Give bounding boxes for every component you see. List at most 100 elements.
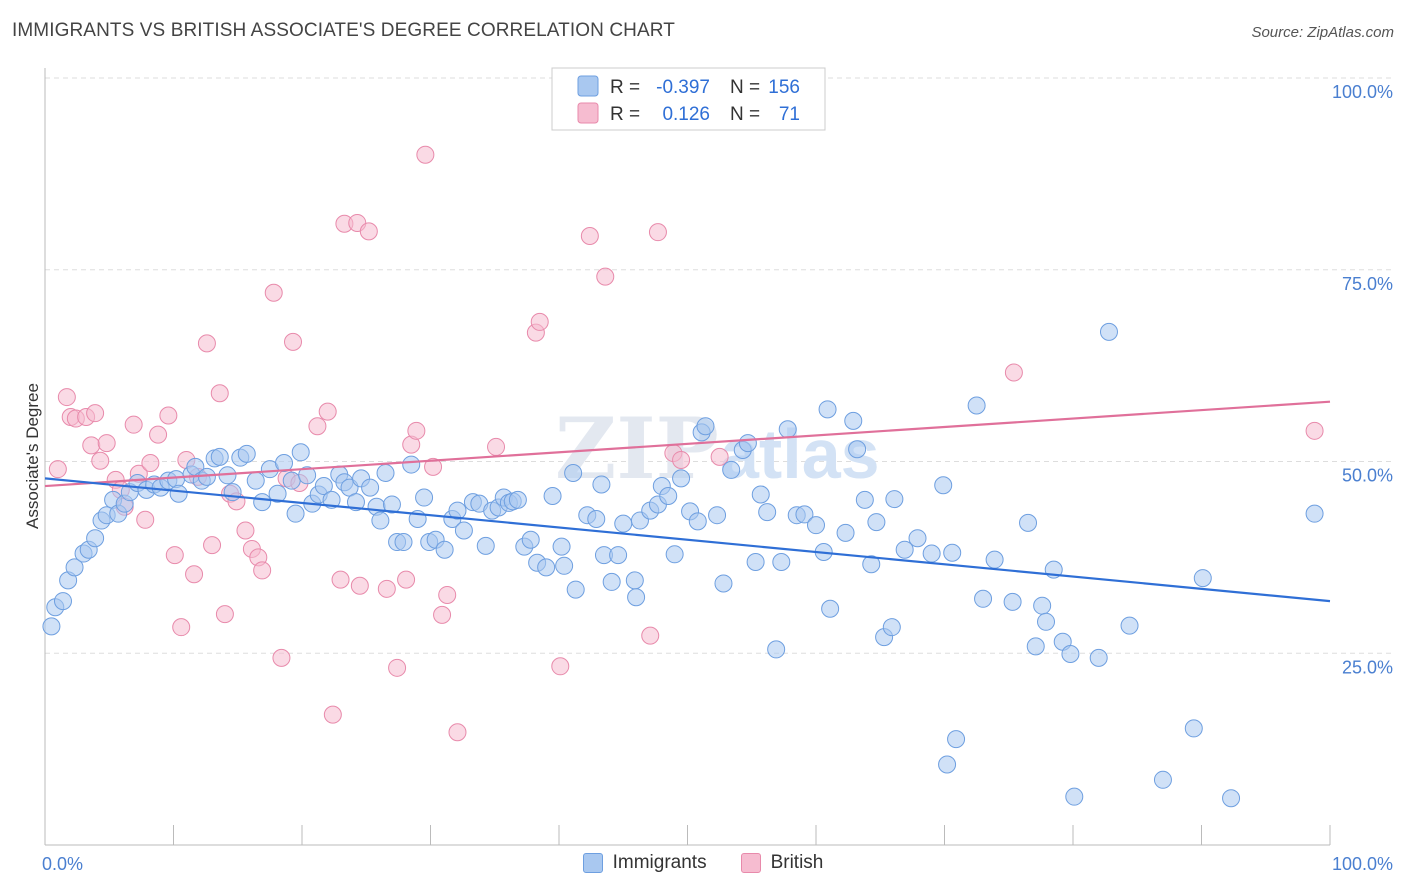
y-tick-label-50: 50.0%	[1342, 466, 1393, 486]
immigrant-point-153	[1193, 569, 1212, 588]
immigrant-point-142	[1033, 596, 1052, 615]
immigrant-point-81	[564, 464, 583, 483]
british-point-39	[318, 402, 337, 421]
immigrant-point-123	[855, 490, 874, 509]
immigrant-point-82	[566, 580, 585, 599]
x-tick-label-min: 0.0%	[42, 854, 83, 874]
immigrant-point-32	[253, 493, 272, 512]
y-tick-label-75: 75.0%	[1342, 274, 1393, 294]
immigrant-point-129	[895, 540, 914, 559]
immigrant-point-121	[844, 411, 863, 430]
legend-item-british: British	[740, 852, 824, 874]
british-point-40	[323, 705, 342, 724]
british-point-19	[172, 618, 191, 637]
immigrant-point-124	[862, 555, 881, 574]
immigrant-point-39	[298, 466, 317, 485]
legend-label-british: British	[770, 852, 824, 873]
immigrant-point-141	[1026, 637, 1045, 656]
british-point-0	[48, 460, 67, 479]
series-legend: Immigrants British	[0, 852, 1406, 874]
immigrant-point-102	[696, 417, 715, 436]
immigrant-point-146	[1061, 645, 1080, 664]
british-point-50	[407, 421, 426, 440]
immigrant-point-36	[282, 471, 301, 490]
british-point-7	[91, 451, 110, 470]
immigrant-point-64	[454, 521, 473, 540]
x-tick-label-max: 100.0%	[1332, 854, 1393, 874]
chart-title: IMMIGRANTS VS BRITISH ASSOCIATE'S DEGREE…	[12, 20, 675, 41]
british-point-21	[185, 565, 204, 584]
immigrant-point-34	[268, 484, 287, 503]
immigrants-trend-line	[44, 477, 1331, 603]
immigrant-point-112	[772, 552, 791, 571]
british-point-32	[253, 561, 272, 580]
immigrant-point-78	[543, 487, 562, 506]
axes	[44, 68, 1331, 846]
british-point-12	[124, 415, 143, 434]
immigrant-point-77	[537, 558, 556, 577]
immigrant-point-133	[938, 755, 957, 774]
british-point-67	[1004, 363, 1023, 382]
british-point-25	[210, 384, 229, 403]
immigrant-point-2	[53, 592, 72, 611]
immigrant-point-109	[751, 485, 770, 504]
immigrant-point-105	[722, 460, 741, 479]
british-trend-line	[44, 400, 1331, 488]
immigrant-point-150	[1120, 616, 1139, 635]
legend-n-label-1: N =	[730, 77, 760, 98]
british-point-45	[359, 222, 378, 241]
immigrant-point-149	[1099, 322, 1118, 341]
immigrant-point-30	[237, 444, 256, 463]
legend-r-value-1: -0.397	[656, 77, 710, 98]
british-point-54	[438, 585, 457, 604]
immigrant-point-110	[758, 503, 777, 522]
british-point-62	[641, 626, 660, 645]
british-point-44	[350, 576, 369, 595]
immigrant-point-131	[922, 544, 941, 563]
british-point-29	[236, 521, 255, 540]
british-point-5	[82, 436, 101, 455]
immigrant-point-89	[614, 514, 633, 533]
immigrant-point-132	[934, 476, 953, 495]
immigrant-point-127	[882, 618, 901, 637]
british-point-46	[377, 579, 396, 598]
british-point-65	[672, 450, 691, 469]
legend-r-label-2: R =	[610, 104, 640, 125]
immigrant-point-137	[974, 589, 993, 608]
legend-n-value-2: 71	[779, 104, 800, 125]
immigrant-point-56	[402, 455, 421, 474]
immigrant-point-138	[985, 550, 1004, 569]
immigrant-point-135	[947, 730, 966, 749]
immigrant-point-152	[1184, 719, 1203, 738]
british-point-23	[197, 334, 216, 353]
immigrant-point-154	[1222, 789, 1241, 808]
immigrant-point-38	[291, 443, 310, 462]
trend-lines	[44, 400, 1331, 603]
immigrant-point-139	[1003, 592, 1022, 611]
immigrant-point-4	[65, 558, 84, 577]
immigrant-point-128	[885, 490, 904, 509]
british-point-68	[1305, 421, 1324, 440]
immigrant-point-47	[346, 493, 365, 512]
immigrant-point-42	[314, 477, 333, 496]
chart-source: Source: ZipAtlas.com	[1251, 24, 1394, 41]
british-point-52	[424, 457, 443, 476]
immigrant-point-96	[659, 487, 678, 506]
legend-n-label-2: N =	[730, 104, 760, 125]
grid-lines	[45, 77, 1395, 654]
immigrant-point-134	[943, 543, 962, 562]
british-point-53	[433, 605, 452, 624]
legend-label-immigrants: Immigrants	[612, 852, 707, 873]
immigrant-point-63	[448, 501, 467, 520]
immigrant-point-75	[521, 530, 540, 549]
legend-item-immigrants: Immigrants	[582, 852, 707, 874]
british-point-63	[648, 223, 667, 242]
immigrant-point-120	[836, 523, 855, 542]
british-point-8	[97, 434, 116, 453]
british-point-24	[203, 536, 222, 555]
y-tick-label-25: 25.0%	[1342, 657, 1393, 677]
immigrant-point-0	[42, 617, 61, 636]
british-point-38	[308, 417, 327, 436]
british-point-56	[487, 437, 506, 456]
